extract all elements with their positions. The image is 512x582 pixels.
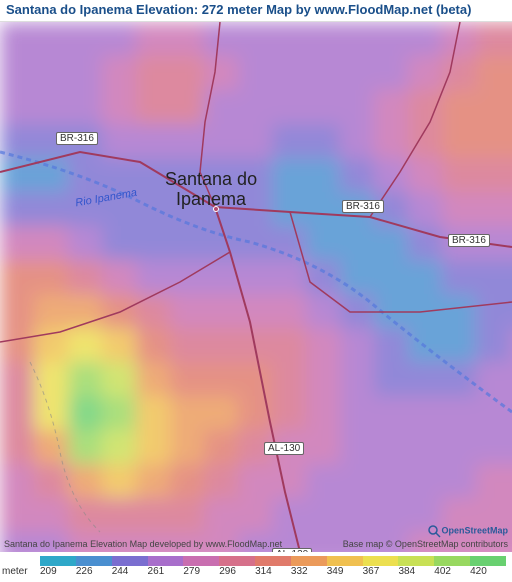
legend-value: 261 [148,566,184,577]
legend-value: 420 [470,566,506,577]
osm-logo-text: OpenStreetMap [441,525,508,535]
map-attribution: Santana do Ipanema Elevation Map develop… [0,538,512,552]
legend-value: 332 [291,566,327,577]
road-label: BR-316 [342,200,384,213]
legend-swatch [148,556,184,566]
legend-swatch [76,556,112,566]
elevation-map[interactable]: Santana do Ipanema Rio Ipanema BR-316BR-… [0,22,512,552]
legend-value: 279 [183,566,219,577]
legend-swatch [40,556,76,566]
road-label: BR-316 [56,132,98,145]
legend-swatch [219,556,255,566]
legend-value: 314 [255,566,291,577]
legend-value-labels: 209226244261279296314332349367384402420 [40,566,506,577]
legend-swatch [255,556,291,566]
magnifier-icon [427,524,441,538]
city-label: Santana do Ipanema [165,170,257,210]
legend-unit: meter [2,566,28,577]
legend-swatch [470,556,506,566]
elevation-heatmap-layer [0,22,512,552]
legend-value: 244 [112,566,148,577]
legend-swatch [291,556,327,566]
city-name-line2: Ipanema [165,190,257,210]
road-label: AL-130 [264,442,304,455]
osm-attribution-logo[interactable]: OpenStreetMap [427,524,508,538]
attribution-right: Base map © OpenStreetMap contributors [343,539,508,551]
attribution-left: Santana do Ipanema Elevation Map develop… [4,539,282,551]
road-label: BR-316 [448,234,490,247]
legend-value: 384 [398,566,434,577]
city-name-line1: Santana do [165,170,257,190]
legend-swatch [398,556,434,566]
legend-swatch [363,556,399,566]
legend-swatch [112,556,148,566]
legend-value: 209 [40,566,76,577]
legend-value: 367 [363,566,399,577]
legend-swatch [327,556,363,566]
legend-color-bar [40,556,506,566]
page-title: Santana do Ipanema Elevation: 272 meter … [6,2,471,17]
legend-swatch [434,556,470,566]
legend-value: 349 [327,566,363,577]
legend-value: 226 [76,566,112,577]
legend-value: 296 [219,566,255,577]
title-bar: Santana do Ipanema Elevation: 272 meter … [0,0,512,22]
legend-value: 402 [434,566,470,577]
legend-swatch [183,556,219,566]
elevation-legend: meter 2092262442612792963143323493673844… [0,552,512,582]
